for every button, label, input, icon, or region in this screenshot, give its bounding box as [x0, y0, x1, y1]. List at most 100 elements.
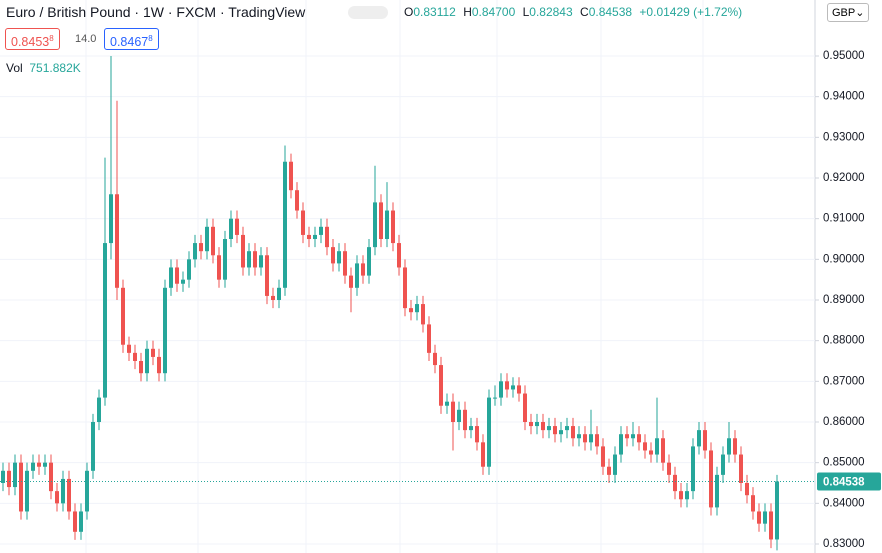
candle-body — [337, 251, 341, 264]
candle-body — [217, 255, 221, 280]
ohlc-legend: O0.83112 H0.84700 L0.82843 C0.84538 +0.0… — [404, 5, 746, 19]
candle-body — [637, 434, 641, 443]
candle-body — [775, 481, 779, 540]
candle-body — [229, 218, 233, 239]
spread: 14.0 — [75, 33, 97, 45]
y-tick-label: 0.94000 — [823, 91, 865, 103]
candle-body — [415, 304, 419, 313]
candle-body — [727, 438, 731, 455]
candle-body — [241, 234, 245, 268]
candle-body — [541, 422, 545, 431]
candle-body — [295, 190, 299, 211]
candle-body — [313, 234, 317, 239]
sell-button[interactable]: 0.84538 — [5, 28, 60, 50]
candle-body — [121, 287, 125, 345]
candle-body — [397, 243, 401, 268]
candle-body — [571, 426, 575, 439]
candle-body — [181, 279, 185, 284]
candle-body — [151, 348, 155, 357]
candle-body — [67, 478, 71, 512]
candle-body — [157, 356, 161, 374]
candle-body — [631, 434, 635, 439]
time-grid — [85, 0, 704, 553]
candle-body — [601, 446, 605, 467]
candle-body — [745, 483, 749, 496]
candle-body — [43, 462, 47, 467]
candle-body — [517, 385, 521, 394]
candle-body — [133, 352, 137, 361]
candle-body — [247, 251, 251, 268]
candle-body — [565, 426, 569, 431]
candle-body — [49, 462, 53, 492]
y-tick-label: 0.87000 — [823, 375, 865, 387]
candle-body — [19, 462, 23, 512]
candle-body — [475, 426, 479, 443]
y-tick-label: 0.85000 — [823, 457, 865, 469]
candle-body — [613, 454, 617, 475]
candle-body — [169, 267, 173, 288]
y-tick-label: 0.83000 — [823, 538, 865, 550]
candle-body — [433, 352, 437, 366]
candle-body — [463, 409, 467, 431]
candle-body — [187, 259, 191, 280]
y-tick-label: 0.92000 — [823, 172, 865, 184]
candle-body — [547, 426, 551, 431]
candle-body — [193, 243, 197, 260]
candle-body — [673, 474, 677, 492]
change: +0.01429 (+1.72%) — [639, 5, 743, 19]
candle-body — [259, 255, 263, 268]
candle-body — [271, 295, 275, 300]
candle-body — [769, 511, 773, 540]
candle-body — [355, 263, 359, 288]
candle-body — [403, 267, 407, 309]
last-price-label: 0.84538 — [823, 476, 865, 488]
currency-select[interactable]: GBP⌄ — [827, 3, 870, 22]
candle-body — [379, 202, 383, 239]
candle-body — [553, 426, 557, 435]
candle-body — [319, 226, 323, 235]
y-tick-label: 0.88000 — [823, 335, 865, 347]
candle-body — [199, 243, 203, 252]
candle-body — [31, 462, 35, 471]
candle-body — [103, 243, 107, 398]
candle-body — [109, 194, 113, 244]
candle-body — [691, 446, 695, 492]
ohlc-item: L0.82843 — [522, 5, 573, 19]
candle-body — [409, 308, 413, 313]
toggle[interactable] — [348, 6, 388, 19]
y-tick-label: 0.86000 — [823, 416, 865, 428]
last-price-box — [817, 472, 881, 491]
candle-body — [307, 234, 311, 239]
y-tick-label: 0.84000 — [823, 497, 865, 509]
candle-body — [523, 393, 527, 422]
candle-body — [367, 247, 371, 276]
candle-body — [739, 454, 743, 483]
candle-body — [205, 226, 209, 252]
candle-body — [451, 401, 455, 422]
candle-body — [97, 397, 101, 422]
candle-body — [25, 470, 29, 512]
candle-body — [583, 434, 587, 443]
candle-body — [163, 287, 167, 374]
candle-body — [757, 511, 761, 524]
candle-body — [223, 239, 227, 280]
candle-body — [499, 381, 503, 398]
candle-body — [343, 251, 347, 276]
ohlc-item: C0.84538 — [580, 5, 633, 19]
candle-body — [535, 422, 539, 427]
candle-body — [73, 511, 77, 532]
y-tick-label: 0.93000 — [823, 131, 865, 143]
candle-body — [37, 462, 41, 467]
candle-body — [703, 430, 707, 451]
candle-body — [649, 450, 653, 455]
candle-body — [493, 397, 497, 399]
candle-body — [505, 381, 509, 390]
ohlc-item: H0.84700 — [463, 5, 516, 19]
candle-body — [715, 474, 719, 508]
candle-body — [763, 511, 767, 524]
buy-button[interactable]: 0.84678 — [104, 28, 159, 50]
candle-body — [457, 409, 461, 422]
candle-body — [391, 210, 395, 244]
candle-body — [265, 255, 269, 296]
